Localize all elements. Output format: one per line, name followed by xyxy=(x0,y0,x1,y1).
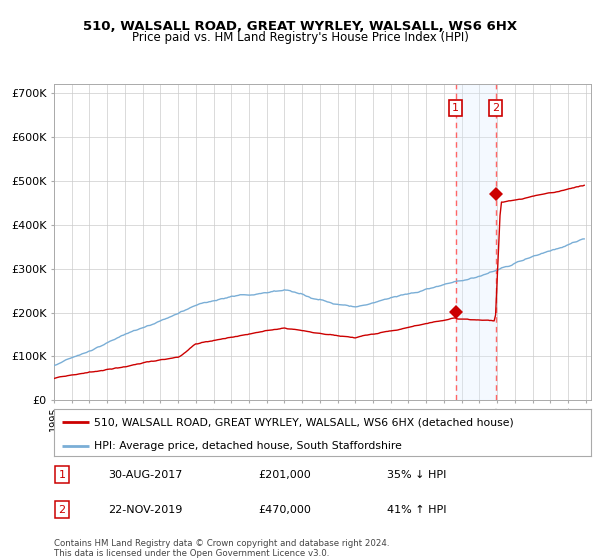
Bar xyxy=(456,84,496,400)
Text: £470,000: £470,000 xyxy=(258,505,311,515)
Text: This data is licensed under the Open Government Licence v3.0.: This data is licensed under the Open Gov… xyxy=(54,549,329,558)
Text: Contains HM Land Registry data © Crown copyright and database right 2024.: Contains HM Land Registry data © Crown c… xyxy=(54,539,389,548)
Text: 1: 1 xyxy=(59,470,65,479)
Text: £201,000: £201,000 xyxy=(258,470,311,479)
Text: 510, WALSALL ROAD, GREAT WYRLEY, WALSALL, WS6 6HX: 510, WALSALL ROAD, GREAT WYRLEY, WALSALL… xyxy=(83,20,517,32)
Text: 1: 1 xyxy=(452,103,459,113)
Text: Price paid vs. HM Land Registry's House Price Index (HPI): Price paid vs. HM Land Registry's House … xyxy=(131,31,469,44)
Text: 41% ↑ HPI: 41% ↑ HPI xyxy=(387,505,446,515)
Text: 510, WALSALL ROAD, GREAT WYRLEY, WALSALL, WS6 6HX (detached house): 510, WALSALL ROAD, GREAT WYRLEY, WALSALL… xyxy=(94,417,514,427)
Text: 2: 2 xyxy=(58,505,65,515)
Text: HPI: Average price, detached house, South Staffordshire: HPI: Average price, detached house, Sout… xyxy=(94,441,402,451)
Text: 30-AUG-2017: 30-AUG-2017 xyxy=(108,470,182,479)
Text: 2: 2 xyxy=(492,103,499,113)
Text: 22-NOV-2019: 22-NOV-2019 xyxy=(108,505,182,515)
Text: 35% ↓ HPI: 35% ↓ HPI xyxy=(387,470,446,479)
